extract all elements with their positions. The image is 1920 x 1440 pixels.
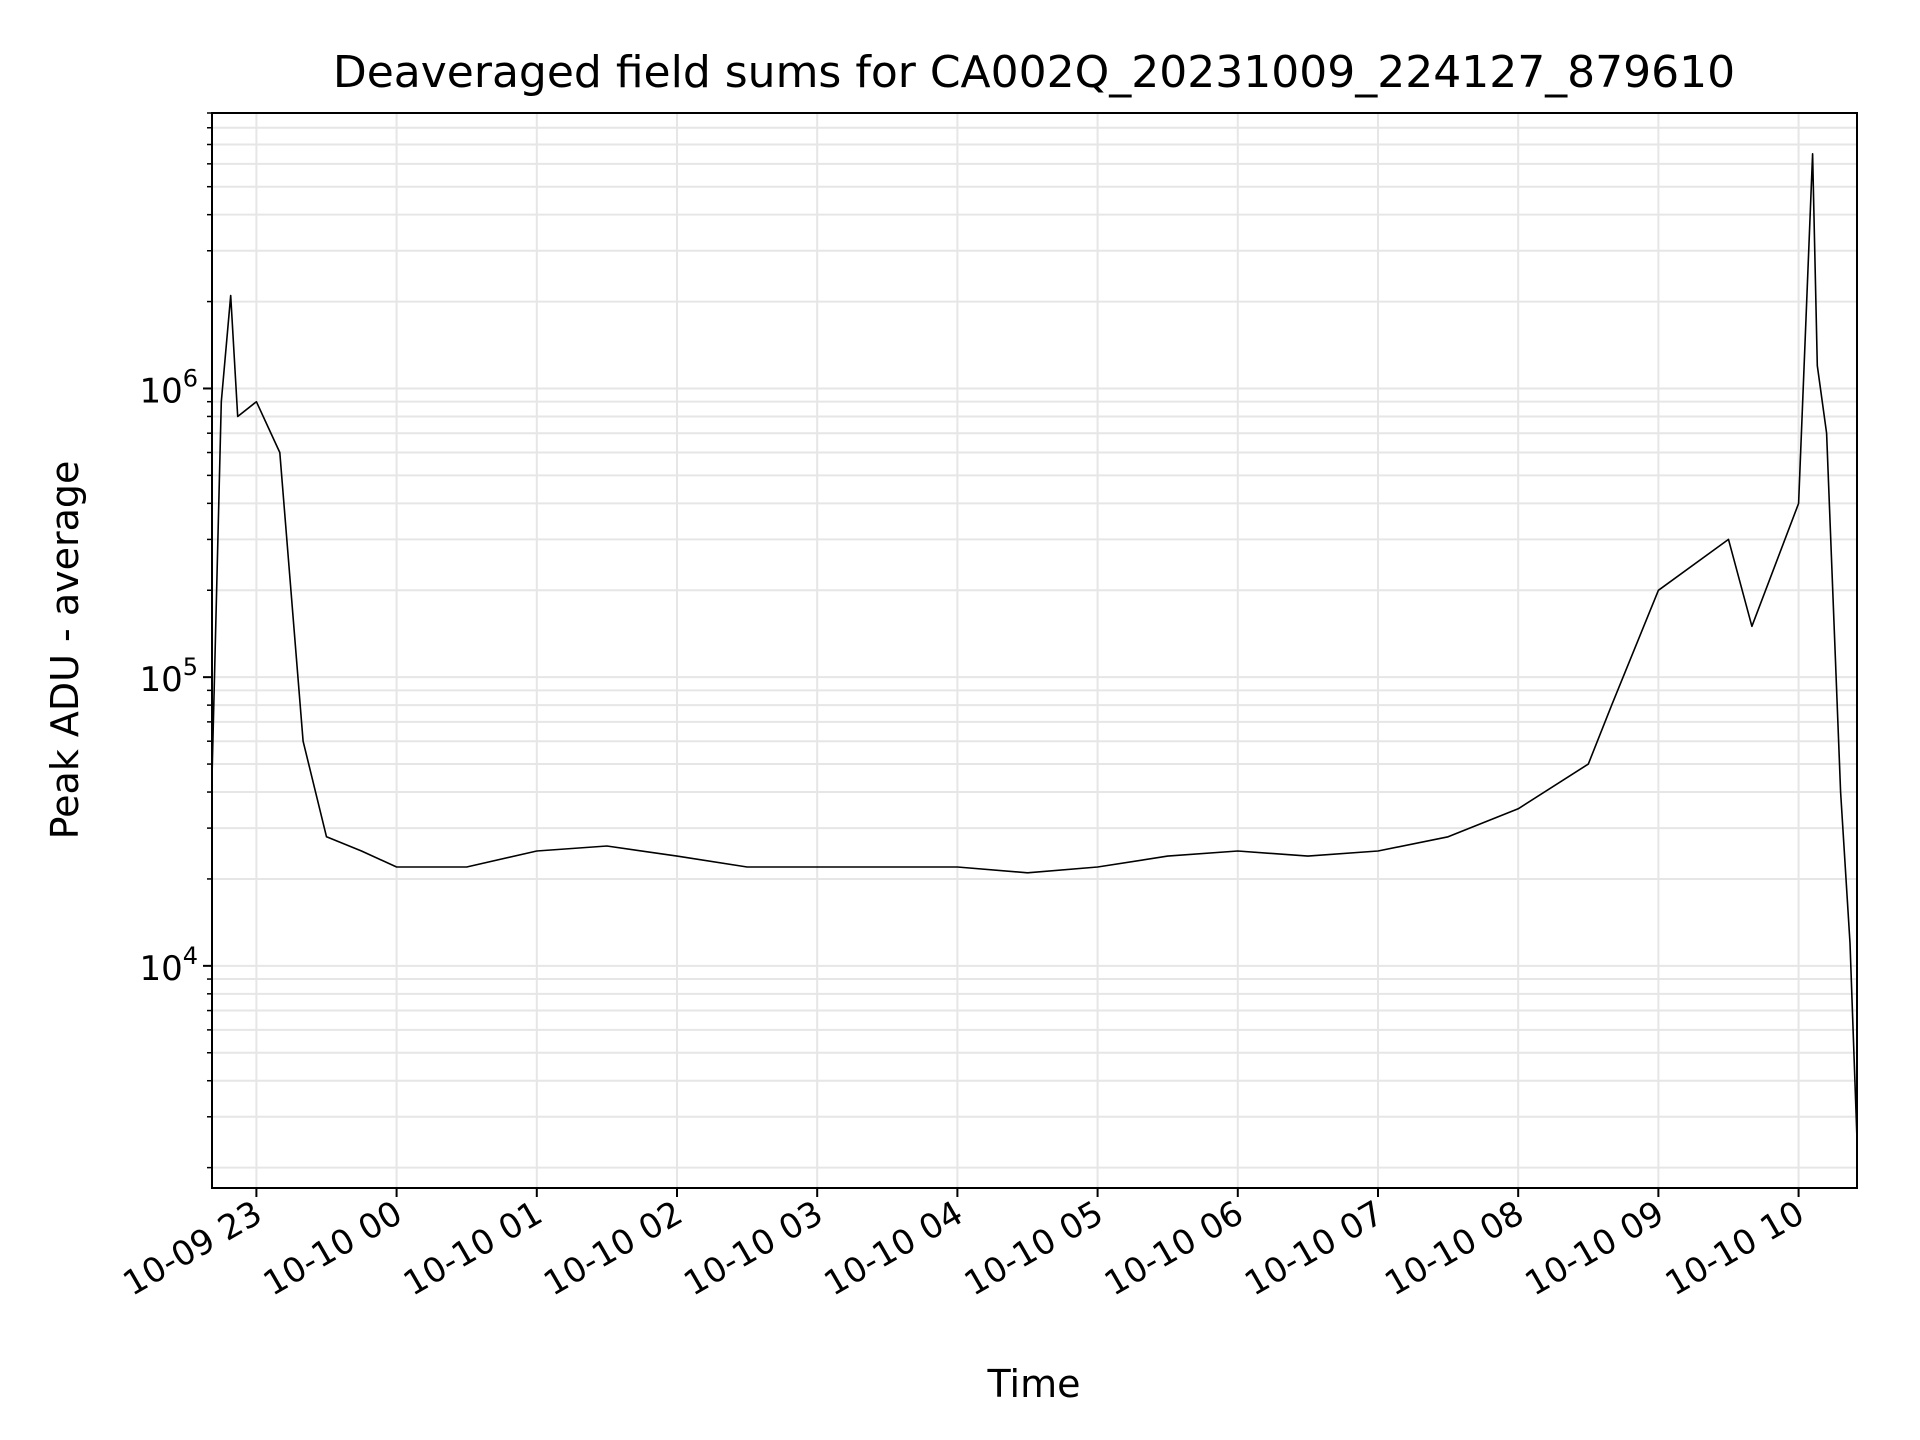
y-tick-label: 105 — [139, 653, 198, 700]
x-tick-label: 10-10 00 — [257, 1193, 409, 1304]
x-tick-label: 10-09 23 — [117, 1193, 269, 1304]
plot-frame — [211, 112, 1858, 1189]
grid — [203, 112, 1857, 1188]
series-layer — [211, 153, 1858, 1140]
x-tick-label: 10-10 04 — [817, 1193, 969, 1304]
y-tick-label: 106 — [139, 364, 198, 411]
y-axis-label: Peak ADU - average — [43, 461, 87, 840]
y-axis: 104 105 106 — [139, 364, 198, 988]
x-tick-label: 10-10 02 — [537, 1193, 689, 1304]
x-tick-label: 10-10 07 — [1238, 1193, 1390, 1304]
x-tick-label: 10-10 01 — [397, 1193, 549, 1304]
x-tick-label: 10-10 06 — [1098, 1193, 1250, 1304]
x-tick-label: 10-10 09 — [1518, 1193, 1670, 1304]
chart-title: Deaveraged field sums for CA002Q_2023100… — [333, 47, 1735, 98]
x-tick-label: 10-10 05 — [958, 1193, 1110, 1304]
x-axis-label: Time — [987, 1362, 1081, 1406]
x-tick-label: 10-10 03 — [677, 1193, 829, 1304]
series-line — [211, 153, 1858, 1140]
y-tick-label: 104 — [139, 942, 198, 989]
x-tick-label: 10-10 08 — [1378, 1193, 1530, 1304]
x-tick-label: 10-10 10 — [1659, 1193, 1811, 1304]
